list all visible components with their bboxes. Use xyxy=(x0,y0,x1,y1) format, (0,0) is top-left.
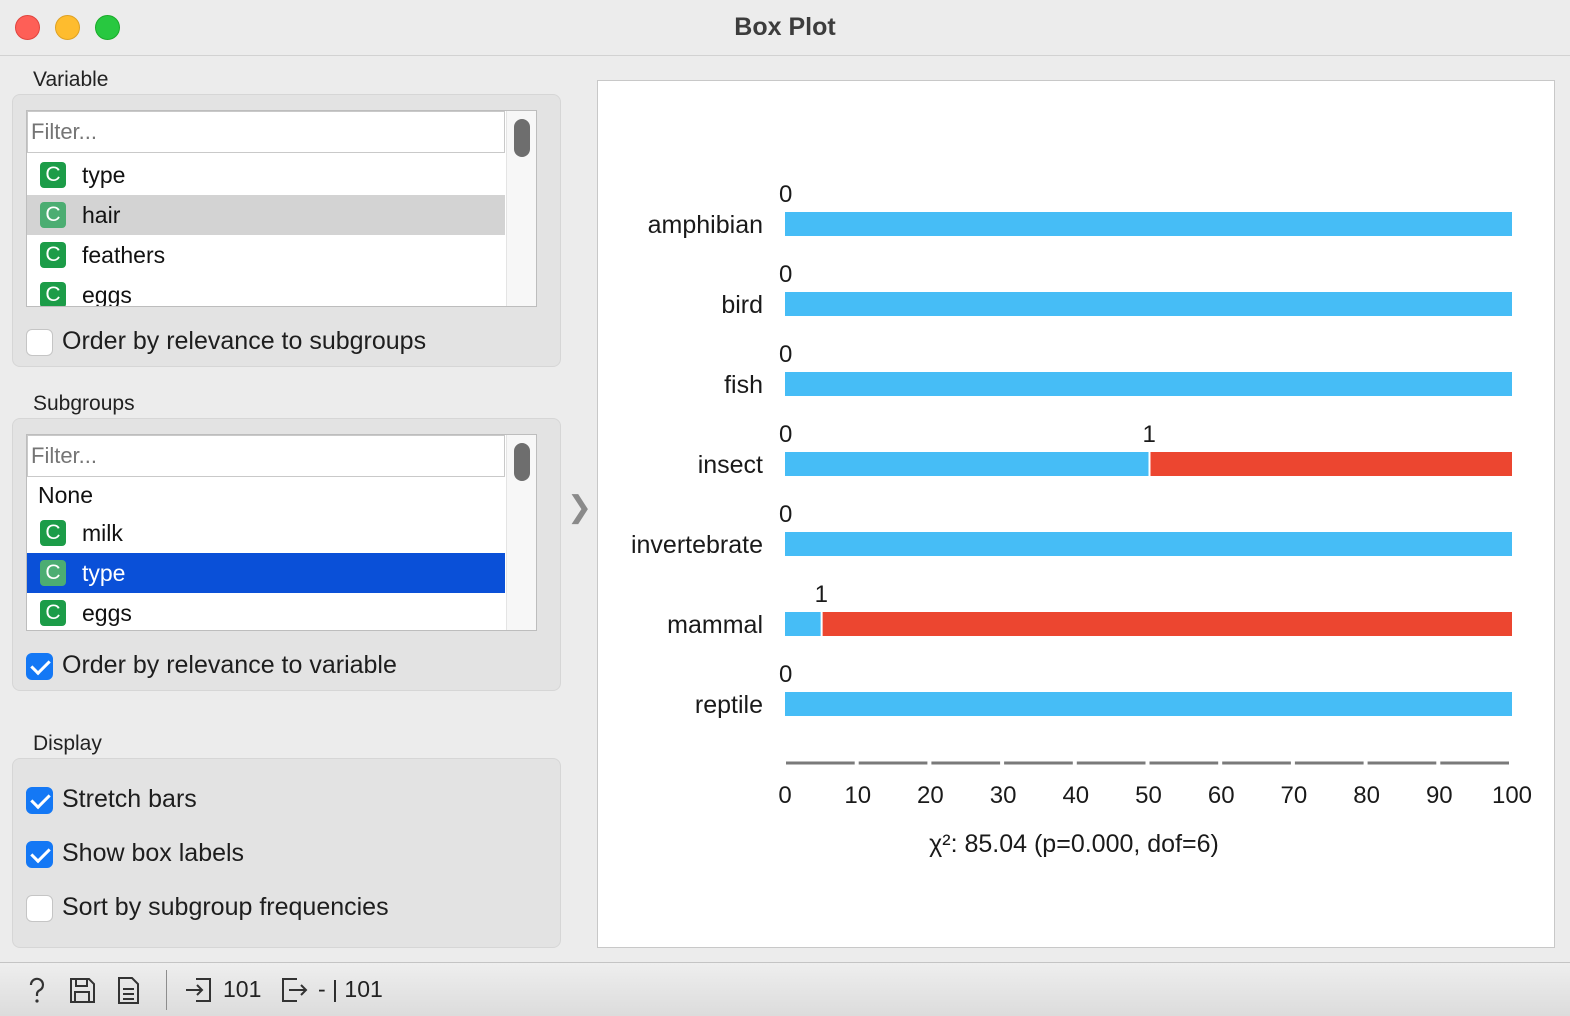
variable-item-hair[interactable]: C hair xyxy=(27,195,505,235)
help-icon[interactable] xyxy=(22,975,52,1005)
variable-item-type[interactable]: C type xyxy=(27,155,505,195)
x-tick-label: 40 xyxy=(1062,782,1089,809)
checkbox-box[interactable] xyxy=(26,841,53,868)
box-label: 0 xyxy=(779,501,792,528)
variable-list[interactable]: C type C hair C feathers C eggs xyxy=(26,110,537,307)
checkbox-box[interactable] xyxy=(26,329,53,356)
box-label: 0 xyxy=(779,181,792,208)
title-bar: Box Plot xyxy=(0,0,1570,56)
chi-square-statistic: χ²: 85.04 (p=0.000, dof=6) xyxy=(929,830,1219,858)
x-tick-label: 60 xyxy=(1208,782,1235,809)
categorical-icon: C xyxy=(40,520,66,546)
variable-item-feathers[interactable]: C feathers xyxy=(27,235,505,275)
subgroups-list[interactable]: None C milk C type C eggs xyxy=(26,434,537,631)
bar-segment xyxy=(785,532,1512,556)
output-count: - | 101 xyxy=(318,976,383,1002)
categorical-icon: C xyxy=(40,600,66,626)
output-data-icon[interactable] xyxy=(279,975,309,1005)
checkbox-label: Stretch bars xyxy=(62,785,197,813)
categorical-icon: C xyxy=(40,560,66,586)
plot-area: amphibian 0 bird 0 fish 0 insect 0 1 invertebrate… xyxy=(597,80,1555,948)
bar-segment xyxy=(785,692,1512,716)
input-count: 101 xyxy=(223,976,262,1002)
display-section-label: Display xyxy=(33,732,102,755)
checkbox-label: Order by relevance to subgroups xyxy=(62,327,427,355)
categorical-icon: C xyxy=(40,242,66,268)
bar-segment xyxy=(785,612,821,636)
category-label: invertebrate xyxy=(631,531,763,559)
checkbox-label: Order by relevance to variable xyxy=(62,651,397,679)
collapse-panel-chevron-icon[interactable]: ❯ xyxy=(567,491,593,524)
category-label: insect xyxy=(698,451,763,479)
list-item-label: type xyxy=(82,560,126,586)
category-label: amphibian xyxy=(648,211,763,239)
list-item-label: feathers xyxy=(82,242,166,268)
checkbox-box[interactable] xyxy=(26,895,53,922)
status-separator xyxy=(166,970,167,1010)
checkbox-box[interactable] xyxy=(26,653,53,680)
x-tick-label: 10 xyxy=(844,782,871,809)
x-tick-label: 80 xyxy=(1353,782,1380,809)
bar-segment xyxy=(785,452,1149,476)
close-window-button[interactable] xyxy=(15,15,40,40)
scrollbar-thumb[interactable] xyxy=(514,443,530,481)
bar-segment xyxy=(785,372,1512,396)
subgroup-item-none[interactable]: None xyxy=(27,475,505,515)
variable-filter-input[interactable] xyxy=(27,111,505,153)
category-label: fish xyxy=(724,371,763,399)
status-bar: 101 - | 101 xyxy=(0,962,1570,1016)
bar-segment xyxy=(785,292,1512,316)
report-icon[interactable] xyxy=(113,975,143,1005)
list-item-label: type xyxy=(82,162,126,188)
box-label: 1 xyxy=(815,581,828,608)
subgroups-filter-input[interactable] xyxy=(27,435,505,477)
x-tick-label: 90 xyxy=(1426,782,1453,809)
x-tick-label: 70 xyxy=(1281,782,1308,809)
box-label: 1 xyxy=(1143,421,1156,448)
x-tick-label: 0 xyxy=(778,782,791,809)
list-item-label: hair xyxy=(82,202,121,228)
categorical-icon: C xyxy=(40,282,66,306)
list-item-label: eggs xyxy=(82,282,132,307)
box-label: 0 xyxy=(779,341,792,368)
bar-segment xyxy=(785,212,1512,236)
minimize-window-button[interactable] xyxy=(55,15,80,40)
bar-segment xyxy=(822,612,1512,636)
box-label: 0 xyxy=(779,661,792,688)
window-title: Box Plot xyxy=(734,13,836,41)
variable-list-scrollbar[interactable] xyxy=(506,111,536,306)
checkbox-label: Sort by subgroup frequencies xyxy=(62,893,389,921)
variable-section-label: Variable xyxy=(33,68,109,91)
checkbox-label: Show box labels xyxy=(62,839,245,867)
box-label: 0 xyxy=(779,261,792,288)
list-item-label: eggs xyxy=(82,600,132,626)
save-icon[interactable] xyxy=(67,975,97,1005)
x-tick-label: 20 xyxy=(917,782,944,809)
box-label: 0 xyxy=(779,421,792,448)
subgroup-item-eggs[interactable]: C eggs xyxy=(27,593,505,630)
zoom-window-button[interactable] xyxy=(95,15,120,40)
input-data-icon[interactable] xyxy=(184,975,214,1005)
categorical-icon: C xyxy=(40,162,66,188)
bar-segment xyxy=(1150,452,1512,476)
variable-item-eggs[interactable]: C eggs xyxy=(27,275,505,307)
subgroups-section-label: Subgroups xyxy=(33,392,135,415)
stacked-bar-chart: amphibian 0 bird 0 fish 0 insect 0 1 invertebrate… xyxy=(631,181,1532,858)
x-tick-label: 30 xyxy=(990,782,1017,809)
list-item-label: None xyxy=(38,482,93,508)
category-label: mammal xyxy=(667,611,763,639)
category-label: reptile xyxy=(695,691,763,719)
list-item-label: milk xyxy=(82,520,123,546)
subgroups-list-scrollbar[interactable] xyxy=(506,435,536,630)
scrollbar-thumb[interactable] xyxy=(514,119,530,157)
category-label: bird xyxy=(721,291,763,319)
categorical-icon: C xyxy=(40,202,66,228)
x-tick-label: 50 xyxy=(1135,782,1162,809)
x-tick-label: 100 xyxy=(1492,782,1532,809)
display-groupbox xyxy=(12,758,561,948)
subgroup-item-milk[interactable]: C milk xyxy=(27,513,505,553)
subgroup-item-type[interactable]: C type xyxy=(27,553,505,593)
checkbox-box[interactable] xyxy=(26,787,53,814)
